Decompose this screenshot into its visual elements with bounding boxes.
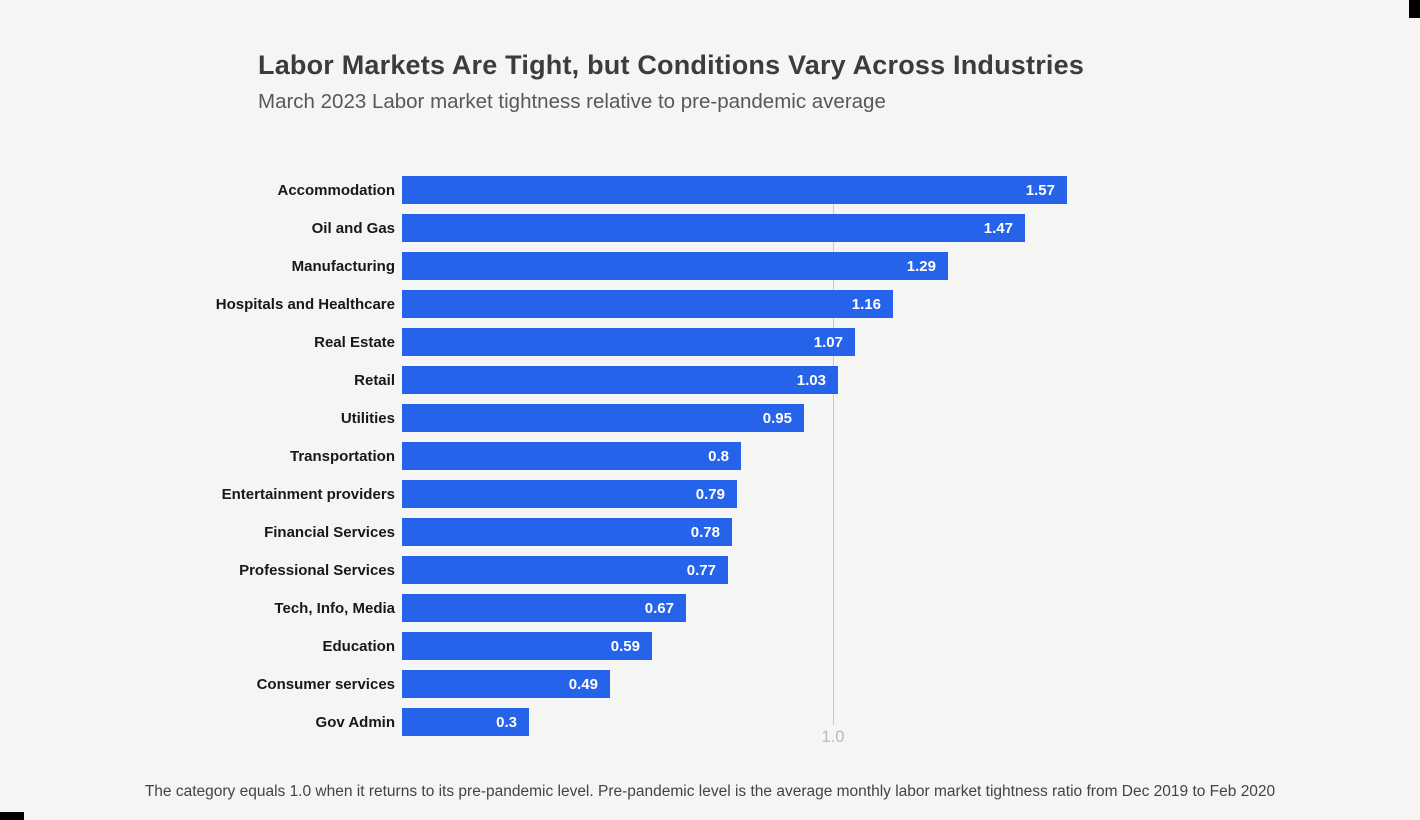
chart-subtitle: March 2023 Labor market tightness relati… [258,90,886,113]
chart-row: Professional Services 0.77 [72,556,1362,584]
category-label: Entertainment providers [221,485,395,503]
bar: 0.67 [402,594,686,622]
category-label: Education [322,637,395,655]
value-label: 1.03 [796,371,826,389]
bar: 0.78 [402,518,732,546]
reference-line-label: 1.0 [821,728,845,746]
category-label: Hospitals and Healthcare [215,295,395,313]
chart-row: Hospitals and Healthcare 1.16 [72,290,1362,318]
value-label: 1.29 [906,257,936,275]
screen-corner-artifact-top-right [1409,0,1420,18]
value-label: 1.57 [1025,181,1055,199]
chart-row: Consumer services 0.49 [72,670,1362,698]
bar-chart: 1.0 Accommodation 1.57 Oil and Gas 1.47 Manu… [72,176,1362,776]
value-label: 0.78 [690,523,720,541]
bar: 1.29 [402,252,948,280]
category-label: Professional Services [239,561,395,579]
category-label: Accommodation [277,181,395,199]
footnote: The category equals 1.0 when it returns … [144,783,1276,800]
chart-row: Oil and Gas 1.47 [72,214,1362,242]
chart-row: Gov Admin 0.3 [72,708,1362,736]
bar: 1.07 [402,328,855,356]
category-label: Real Estate [314,333,395,351]
bar: 0.3 [402,708,529,736]
category-label: Retail [354,371,395,389]
category-label: Consumer services [256,675,395,693]
bar: 1.47 [402,214,1025,242]
chart-row: Entertainment providers 0.79 [72,480,1362,508]
category-label: Utilities [340,409,395,427]
chart-row: Education 0.59 [72,632,1362,660]
chart-row: Retail 1.03 [72,366,1362,394]
category-label: Gov Admin [315,713,395,731]
bar: 0.79 [402,480,737,508]
chart-row: Real Estate 1.07 [72,328,1362,356]
chart-row: Tech, Info, Media 0.67 [72,594,1362,622]
category-label: Financial Services [264,523,395,541]
value-label: 0.77 [686,561,716,579]
value-label: 0.3 [496,713,517,731]
value-label: 1.07 [813,333,843,351]
chart-header: Labor Markets Are Tight, but Conditions … [258,50,1358,114]
bar: 0.77 [402,556,728,584]
bar: 0.95 [402,404,804,432]
value-label: 0.8 [708,447,729,465]
bar: 0.49 [402,670,610,698]
category-label: Manufacturing [291,257,395,275]
screen-corner-artifact-bottom-left [0,812,24,820]
category-label: Transportation [289,447,395,465]
bar: 0.8 [402,442,741,470]
chart-row: Manufacturing 1.29 [72,252,1362,280]
chart-row: Utilities 0.95 [72,404,1362,432]
chart-row: Financial Services 0.78 [72,518,1362,546]
category-label: Oil and Gas [311,219,395,237]
bar: 1.03 [402,366,838,394]
bar: 1.57 [402,176,1067,204]
category-label: Tech, Info, Media [274,599,395,617]
chart-title: Labor Markets Are Tight, but Conditions … [258,50,1085,80]
value-label: 0.49 [568,675,598,693]
chart-row: Transportation 0.8 [72,442,1362,470]
chart-row: Accommodation 1.57 [72,176,1362,204]
bar: 1.16 [402,290,893,318]
value-label: 1.47 [983,219,1013,237]
value-label: 0.95 [762,409,792,427]
value-label: 0.59 [610,637,640,655]
reference-line [833,176,834,725]
value-label: 0.67 [644,599,674,617]
bar-chart-rows: Accommodation 1.57 Oil and Gas 1.47 Manufact… [72,176,1362,736]
value-label: 1.16 [851,295,881,313]
value-label: 0.79 [695,485,725,503]
bar: 0.59 [402,632,652,660]
